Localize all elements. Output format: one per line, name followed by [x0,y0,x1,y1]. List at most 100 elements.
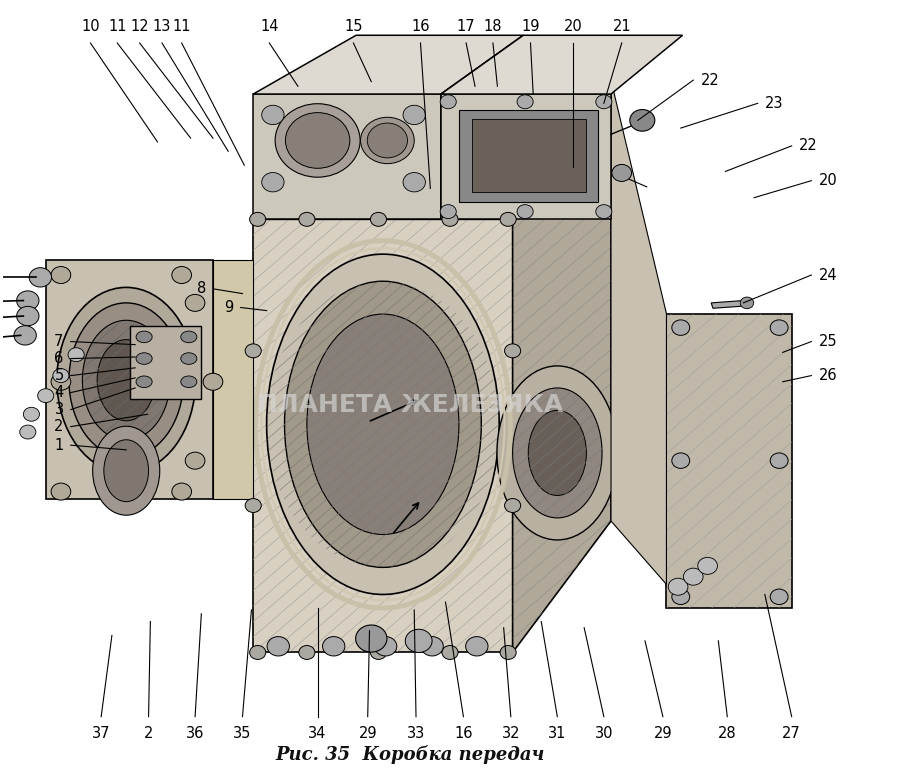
Ellipse shape [505,499,521,513]
Ellipse shape [136,331,152,343]
Polygon shape [459,110,598,203]
Polygon shape [441,94,611,220]
Polygon shape [711,301,745,308]
Polygon shape [611,80,667,584]
Ellipse shape [442,646,458,660]
Ellipse shape [518,205,533,219]
Text: 31: 31 [548,726,566,741]
Ellipse shape [630,110,655,131]
Ellipse shape [69,303,184,457]
Ellipse shape [596,205,612,219]
Ellipse shape [440,95,456,109]
Ellipse shape [405,629,432,653]
Ellipse shape [38,389,54,403]
Ellipse shape [181,353,197,365]
Ellipse shape [403,105,426,125]
Ellipse shape [23,407,40,421]
Ellipse shape [181,376,197,388]
Polygon shape [46,259,213,499]
Text: 34: 34 [309,726,327,741]
Ellipse shape [740,297,753,308]
Ellipse shape [671,589,689,605]
Ellipse shape [528,411,587,495]
Ellipse shape [83,320,170,440]
Text: 2: 2 [54,419,64,434]
Text: 10: 10 [81,19,100,33]
Polygon shape [253,35,523,94]
Ellipse shape [307,314,459,534]
Ellipse shape [172,266,192,284]
Ellipse shape [518,95,533,109]
Ellipse shape [322,636,345,656]
Text: 21: 21 [612,19,631,33]
Ellipse shape [266,254,500,594]
Text: 28: 28 [718,726,736,741]
Text: 19: 19 [521,19,540,33]
Ellipse shape [136,353,152,365]
Polygon shape [667,314,792,608]
Ellipse shape [104,440,148,502]
Text: 16: 16 [454,726,472,741]
Text: 33: 33 [407,726,425,741]
Text: 32: 32 [501,726,520,741]
Ellipse shape [465,636,488,656]
Ellipse shape [403,173,426,192]
Text: 35: 35 [233,726,252,741]
Text: 37: 37 [92,726,111,741]
Polygon shape [253,94,441,220]
Ellipse shape [249,213,266,227]
Ellipse shape [136,376,152,388]
Ellipse shape [361,118,414,164]
Ellipse shape [16,291,39,310]
Text: 9: 9 [224,300,233,315]
Text: 7: 7 [54,334,64,349]
Text: 18: 18 [483,19,502,33]
Ellipse shape [374,636,397,656]
Ellipse shape [500,213,517,227]
Polygon shape [253,80,611,220]
Text: 1: 1 [54,438,64,453]
Ellipse shape [262,173,284,192]
Ellipse shape [356,625,387,652]
Ellipse shape [181,331,197,343]
Text: 6: 6 [54,351,64,366]
Ellipse shape [262,105,284,125]
Ellipse shape [299,213,315,227]
Text: 20: 20 [564,19,583,33]
Ellipse shape [51,483,71,500]
Text: 5: 5 [54,368,64,383]
Ellipse shape [671,453,689,468]
Text: ПЛАНЕТА ЖЕЛЕЗЯКА: ПЛАНЕТА ЖЕЛЕЗЯКА [256,393,562,417]
Ellipse shape [668,578,688,595]
Ellipse shape [596,95,612,109]
Text: 2: 2 [144,726,153,741]
Ellipse shape [371,646,386,660]
Ellipse shape [267,636,290,656]
Ellipse shape [770,453,788,468]
Ellipse shape [421,636,444,656]
Ellipse shape [698,557,717,574]
Text: 30: 30 [595,726,613,741]
Ellipse shape [245,344,261,358]
Ellipse shape [299,646,315,660]
Ellipse shape [442,213,458,227]
Text: 36: 36 [186,726,204,741]
Ellipse shape [285,113,350,168]
Polygon shape [441,35,682,94]
Ellipse shape [29,268,51,287]
Text: Рис. 35  Коробка передач: Рис. 35 Коробка передач [275,745,544,764]
Text: 11: 11 [108,19,127,33]
Text: 11: 11 [173,19,191,33]
Ellipse shape [275,104,360,177]
Ellipse shape [770,320,788,335]
Ellipse shape [97,340,156,421]
Ellipse shape [513,388,602,518]
Ellipse shape [671,320,689,335]
Text: 29: 29 [653,726,672,741]
Ellipse shape [14,326,36,345]
Text: 16: 16 [411,19,429,33]
Ellipse shape [440,205,456,219]
Ellipse shape [367,123,408,158]
Text: 3: 3 [55,402,64,417]
Ellipse shape [203,373,223,390]
